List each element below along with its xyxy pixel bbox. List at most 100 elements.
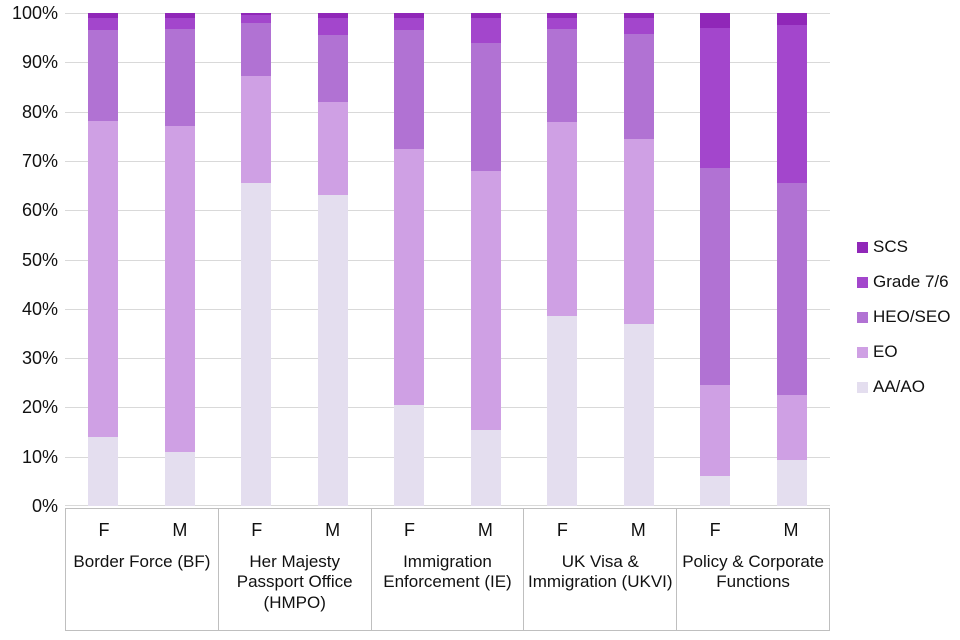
category-label: Her Majesty Passport Office (HMPO) — [236, 552, 353, 612]
legend-swatch-icon — [857, 276, 868, 288]
bar-segment-aa-ao — [317, 195, 348, 506]
legend-label: HEO/SEO — [873, 307, 951, 326]
gridline — [65, 62, 830, 63]
bar-segment-scs — [164, 13, 195, 18]
bar-segment-grade-7-6 — [623, 17, 654, 35]
y-axis: 0% 10% 20% 30% 40% 50% 60% 70% 80% 90% 100% — [0, 0, 58, 640]
bar-segment-aa-ao — [776, 460, 807, 506]
x-axis-cell: F M UK Visa & Immigration (UKVI) — [523, 509, 676, 630]
legend-swatch-icon — [857, 241, 868, 253]
bar-segment-heo-seo — [394, 30, 425, 149]
gender-label: F — [404, 520, 416, 540]
bar-segment-aa-ao — [164, 451, 195, 506]
bar-segment-aa-ao — [88, 436, 119, 506]
stacked-bar-f-3 — [547, 13, 578, 506]
bar-segment-aa-ao — [241, 183, 272, 506]
bar-group — [65, 13, 218, 506]
legend-item: AA/AO — [857, 376, 950, 398]
bar-segment-heo-seo — [241, 22, 272, 76]
bar-segment-grade-7-6 — [470, 17, 501, 43]
gridline — [65, 13, 830, 14]
bar-segment-grade-7-6 — [317, 17, 348, 36]
bar-segment-aa-ao — [623, 323, 654, 506]
legend-item: HEO/SEO — [857, 306, 950, 328]
category-label: Immigration Enforcement (IE) — [383, 552, 512, 592]
bar-segment-eo — [700, 385, 731, 477]
bar-segment-heo-seo — [88, 30, 119, 122]
bar-segment-grade-7-6 — [776, 25, 807, 184]
legend-label: EO — [873, 342, 898, 361]
gender-label: M — [630, 520, 646, 540]
x-axis-cell: F M Immigration Enforcement (IE) — [370, 509, 524, 630]
bar-segment-grade-7-6 — [700, 27, 731, 169]
bar-segment-aa-ao — [700, 476, 731, 506]
legend-label: Grade 7/6 — [873, 272, 949, 291]
gender-label: F — [251, 520, 263, 540]
bar-segment-scs — [241, 13, 272, 16]
bar-segment-eo — [776, 395, 807, 461]
bar-segment-scs — [317, 13, 348, 18]
category-label: UK Visa & Immigration (UKVI) — [528, 552, 673, 592]
stacked-bar-f-2 — [394, 13, 425, 506]
y-axis-tick-label: 60% — [21, 200, 58, 221]
y-axis-tick-label: 70% — [21, 150, 58, 171]
bar-group — [677, 13, 830, 506]
bar-segment-grade-7-6 — [394, 17, 425, 31]
bar-segment-heo-seo — [470, 42, 501, 171]
bar-segment-heo-seo — [164, 28, 195, 127]
bar-segment-eo — [547, 122, 578, 317]
bar-group — [218, 13, 371, 506]
bar-segment-grade-7-6 — [547, 17, 578, 29]
gridline — [65, 210, 830, 211]
bar-segment-eo — [317, 101, 348, 196]
bar-segment-scs — [547, 13, 578, 18]
legend-swatch-icon — [857, 311, 868, 323]
y-axis-tick-label: 100% — [11, 3, 58, 23]
stacked-bar-m-4 — [776, 13, 807, 506]
bar-segment-scs — [700, 13, 731, 28]
gridline — [65, 358, 830, 359]
bar-segment-grade-7-6 — [88, 17, 119, 31]
bar-segment-eo — [88, 121, 119, 437]
bar-groups — [65, 13, 830, 506]
bar-segment-scs — [470, 13, 501, 18]
stacked-bar-m-3 — [623, 13, 654, 506]
bar-segment-aa-ao — [547, 316, 578, 506]
bar-segment-eo — [394, 148, 425, 405]
x-axis-cell: F M Her Majesty Passport Office (HMPO) — [217, 509, 371, 630]
gridline — [65, 407, 830, 408]
legend-item: Grade 7/6 — [857, 271, 950, 293]
y-axis-tick-label: 10% — [21, 446, 58, 467]
bar-segment-eo — [164, 126, 195, 452]
bar-segment-heo-seo — [700, 168, 731, 386]
gender-label: M — [172, 520, 188, 540]
y-axis-tick-label: 30% — [21, 348, 58, 369]
bar-group — [524, 13, 677, 506]
gender-label: F — [556, 520, 568, 540]
bar-segment-grade-7-6 — [164, 17, 195, 29]
y-axis-tick-label: 40% — [21, 298, 58, 319]
bar-segment-heo-seo — [317, 35, 348, 102]
gridline — [65, 161, 830, 162]
x-axis-cell: F M Border Force (BF) — [66, 509, 218, 630]
bar-segment-scs — [394, 13, 425, 18]
legend-swatch-icon — [857, 346, 868, 358]
y-axis-tick-label: 0% — [31, 496, 58, 516]
gridline — [65, 309, 830, 310]
gridline — [65, 505, 830, 506]
y-axis-tick-label: 80% — [21, 101, 58, 122]
legend-item: EO — [857, 341, 950, 363]
legend: SCS Grade 7/6 HEO/SEO EO AA/AO — [857, 236, 950, 411]
bar-segment-grade-7-6 — [241, 15, 272, 23]
stacked-bar-m-1 — [317, 13, 348, 506]
gridline — [65, 457, 830, 458]
gender-label: F — [98, 520, 110, 540]
plot-area — [65, 13, 830, 506]
bar-segment-aa-ao — [470, 429, 501, 506]
bar-segment-heo-seo — [547, 28, 578, 123]
bar-segment-aa-ao — [394, 404, 425, 506]
